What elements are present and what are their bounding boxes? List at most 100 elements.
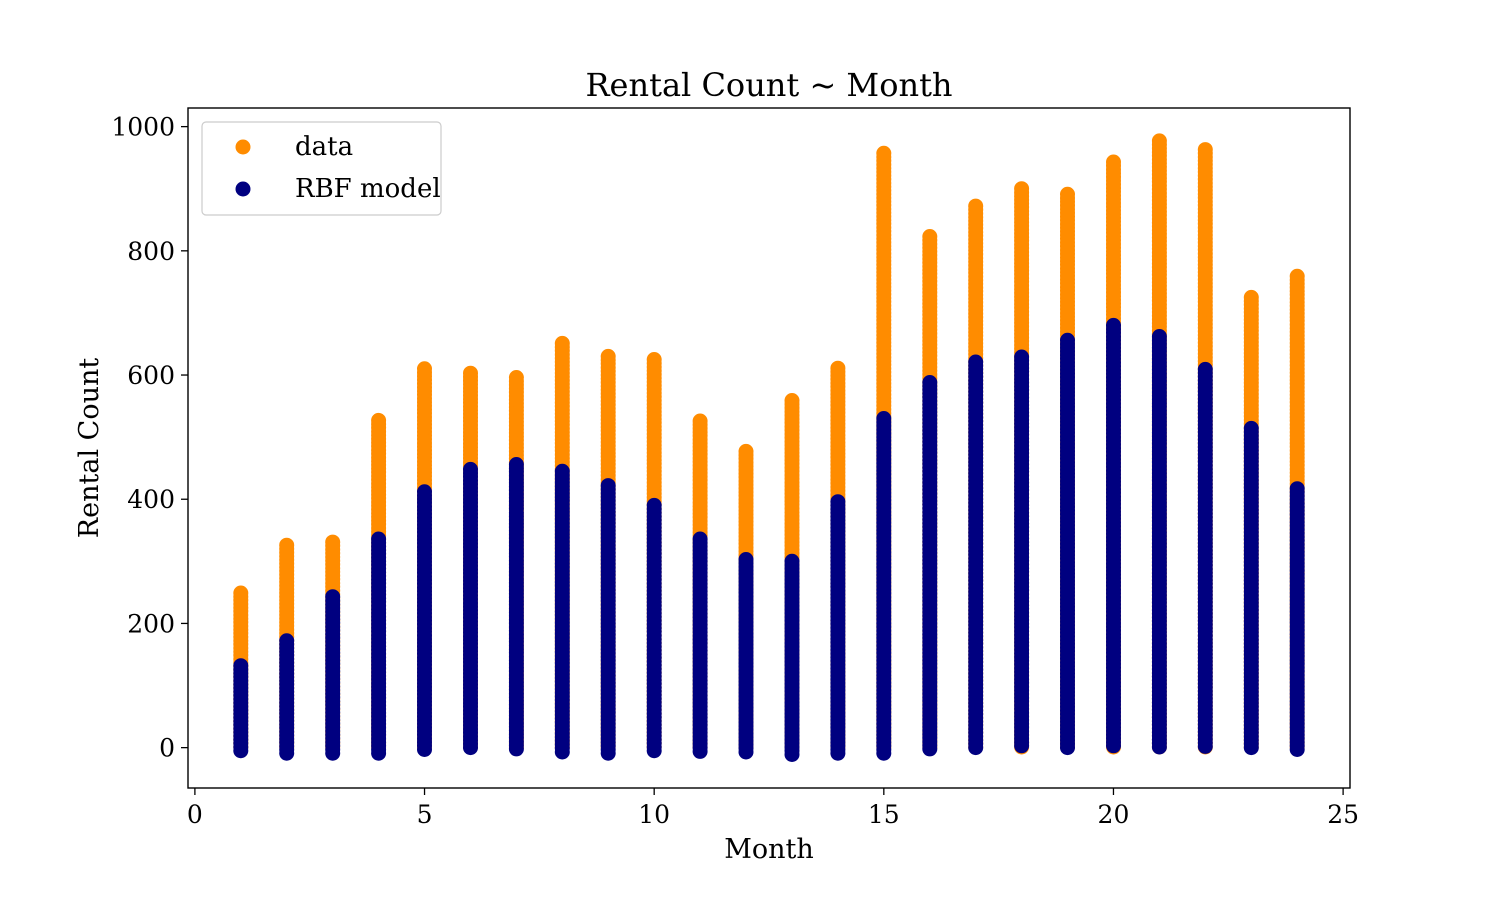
series-rbf-model-month-3	[325, 589, 341, 761]
data-point	[1106, 317, 1121, 333]
data-point	[463, 365, 478, 381]
series-rbf-model-month-23	[1243, 420, 1259, 756]
y-tick-label: 600	[127, 361, 175, 390]
data-point	[1289, 268, 1305, 284]
data-point	[830, 360, 846, 376]
data-point	[1197, 361, 1213, 377]
plot-frame	[187, 107, 1351, 789]
data-point	[1151, 133, 1167, 149]
data-point	[554, 463, 570, 479]
data-point	[1197, 142, 1213, 158]
data-point	[508, 370, 524, 385]
y-tick-label: 0	[159, 734, 175, 763]
y-axis-label: Rental Count	[74, 358, 105, 539]
series-rbf-model-month-10	[646, 497, 662, 759]
series-rbf-model-month-14	[830, 494, 846, 761]
x-tick-label: 15	[868, 800, 900, 829]
data-point	[1289, 481, 1305, 497]
data-point	[1243, 420, 1259, 436]
data-point	[1014, 349, 1030, 365]
data-point	[784, 393, 800, 408]
series-rbf-model	[233, 317, 1305, 762]
legend: data RBF model	[201, 121, 442, 216]
x-tick-label: 20	[1098, 800, 1130, 829]
data-point	[692, 531, 708, 547]
series-rbf-model-month-6	[463, 461, 478, 756]
data-point	[1014, 181, 1030, 197]
data-point	[1106, 154, 1121, 170]
data-point	[417, 484, 432, 500]
data-point	[692, 413, 708, 429]
y-tick-label: 800	[127, 237, 175, 266]
data-point	[279, 633, 295, 649]
series-rbf-model-month-20	[1106, 317, 1121, 754]
series-rbf-model-month-15	[876, 411, 892, 761]
data-point	[233, 658, 249, 674]
legend-label-data: data	[295, 132, 353, 162]
series-rbf-model-month-13	[784, 553, 800, 762]
data-point	[876, 145, 892, 161]
y-tick-label: 400	[127, 485, 175, 514]
data-point	[371, 531, 387, 547]
data-point	[417, 361, 432, 377]
data-point	[646, 497, 662, 513]
data-point	[876, 411, 892, 426]
data-point	[600, 348, 616, 364]
data-point	[968, 354, 984, 370]
data-point	[922, 375, 938, 390]
data-point	[371, 412, 387, 428]
data-point	[325, 589, 341, 605]
series-data	[233, 133, 1305, 755]
series-rbf-model-month-21	[1151, 329, 1167, 755]
data-point	[646, 352, 662, 367]
data-point	[279, 537, 295, 553]
plot-marks	[233, 133, 1305, 762]
x-tick-label: 25	[1327, 800, 1359, 829]
data-point	[233, 585, 249, 601]
legend-marker-data	[235, 139, 251, 155]
series-rbf-model-month-16	[922, 375, 938, 757]
x-axis: 0 5 10 15 20 25	[187, 788, 1359, 829]
data-point	[784, 553, 800, 569]
y-axis: 0 200 400 600 800 1000	[111, 113, 188, 763]
data-point	[1151, 329, 1167, 344]
data-point	[1060, 186, 1075, 202]
series-rbf-model-month-18	[1014, 349, 1030, 754]
series-rbf-model-month-12	[738, 552, 754, 760]
data-point	[968, 198, 984, 214]
series-rbf-model-month-19	[1060, 332, 1075, 756]
data-point	[463, 461, 478, 477]
data-point	[830, 494, 846, 510]
data-point	[1243, 289, 1259, 305]
y-tick-label: 200	[127, 609, 175, 638]
series-rbf-model-month-24	[1289, 481, 1305, 757]
data-point	[325, 534, 341, 550]
data-point	[554, 335, 570, 351]
series-rbf-model-month-17	[968, 354, 984, 756]
legend-box	[201, 121, 442, 216]
data-point	[738, 552, 754, 567]
series-rbf-model-month-4	[371, 531, 387, 761]
series-rbf-model-month-8	[554, 463, 570, 760]
legend-label-rbf-model: RBF model	[295, 174, 441, 204]
series-rbf-model-month-2	[279, 633, 295, 761]
legend-marker-rbf-model	[235, 181, 251, 197]
x-tick-label: 5	[417, 800, 433, 829]
series-rbf-model-month-5	[417, 484, 432, 757]
data-point	[922, 229, 938, 244]
series-rbf-model-month-11	[692, 531, 708, 759]
data-point	[738, 443, 754, 459]
data-point	[508, 457, 524, 472]
chart-title: Rental Count ~ Month	[585, 66, 952, 104]
series-rbf-model-month-7	[508, 457, 524, 757]
data-point	[1060, 332, 1075, 348]
y-tick-label: 1000	[111, 113, 175, 142]
x-tick-label: 0	[187, 800, 203, 829]
series-rbf-model-month-9	[600, 478, 616, 761]
x-tick-label: 10	[638, 800, 670, 829]
x-axis-label: Month	[724, 834, 814, 865]
series-rbf-model-month-1	[233, 658, 249, 759]
series-rbf-model-month-22	[1197, 361, 1213, 754]
